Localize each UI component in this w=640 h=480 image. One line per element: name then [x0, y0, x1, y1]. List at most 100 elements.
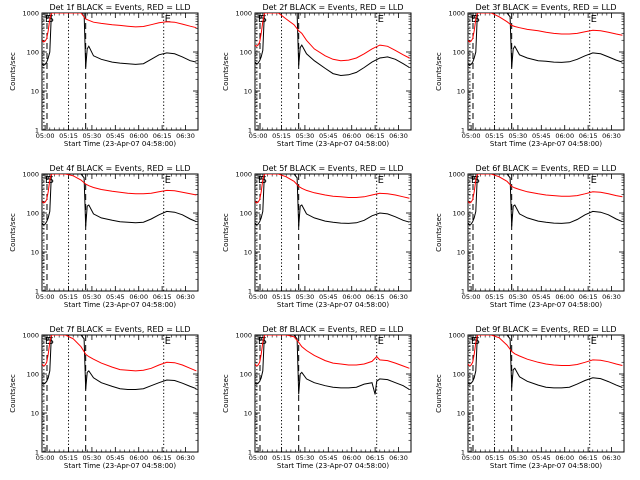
panel-title: Det 8f BLACK = Events, RED = LLD: [262, 325, 403, 334]
y-tick-label: 100: [240, 210, 252, 218]
series-line-events: [468, 335, 623, 389]
marker-label: E: [591, 336, 597, 347]
series-group: [255, 174, 410, 227]
series-line-lld: [468, 335, 623, 367]
x-tick-label: 06:15: [153, 454, 172, 462]
y-tick-label: 10: [31, 88, 39, 96]
x-tick-label: 05:00: [462, 132, 481, 140]
y-tick-label: 1: [35, 449, 39, 457]
x-tick-label: 05:45: [532, 454, 551, 462]
panel-5: Det 5f BLACK = Events, RED = LLD 1 10 100 10…: [222, 164, 412, 309]
x-tick-label: 05:30: [296, 132, 315, 140]
y-tick-label: 100: [240, 371, 252, 379]
x-tick-label: 05:15: [272, 132, 291, 140]
x-tick-label: 05:30: [83, 293, 102, 301]
y-axis-label: Counts/sec: [435, 374, 443, 413]
x-tick-label: 06:00: [555, 293, 574, 301]
x-tick-label: 05:00: [462, 293, 481, 301]
x-tick-label: 05:45: [319, 293, 338, 301]
series-line-events: [255, 174, 410, 227]
x-tick-label: 05:30: [83, 454, 102, 462]
series-line-lld: [468, 174, 623, 204]
marker-label: E: [378, 336, 384, 347]
y-tick-label: 1: [35, 288, 39, 296]
x-axis-label: Start Time (23-Apr-07 04:58:00): [64, 301, 176, 309]
x-tick-label: 06:30: [389, 132, 408, 140]
y-axis-label: Counts/sec: [222, 374, 230, 413]
y-axis-label: Counts/sec: [9, 374, 17, 413]
marker-label: E: [591, 175, 597, 186]
y-axis-label: Counts/sec: [435, 213, 443, 252]
y-axis-label: Counts/sec: [9, 52, 17, 91]
y-axis-label: Counts/sec: [222, 52, 230, 91]
x-tick-label: 05:45: [106, 454, 125, 462]
y-tick-label: 10: [244, 249, 252, 257]
marker-label: E: [165, 14, 171, 25]
x-tick-label: 06:15: [153, 293, 172, 301]
plot-frame: [254, 12, 412, 131]
x-tick-label: 05:00: [462, 454, 481, 462]
panel-title: Det 5f BLACK = Events, RED = LLD: [262, 164, 403, 173]
x-tick-label: 05:45: [532, 132, 551, 140]
series-line-lld: [468, 13, 623, 43]
marker-label: E: [258, 175, 264, 186]
y-tick-label: 1: [461, 449, 465, 457]
marker-label: E: [45, 175, 51, 186]
panel-title: Det 7f BLACK = Events, RED = LLD: [49, 325, 190, 334]
x-axis-label: Start Time (23-Apr-07 04:58:00): [277, 462, 389, 470]
x-tick-label: 05:15: [485, 454, 504, 462]
series-group: [255, 335, 410, 395]
x-tick-label: 05:00: [249, 454, 268, 462]
y-axis-label: Counts/sec: [435, 52, 443, 91]
y-tick-label: 1: [461, 127, 465, 135]
y-tick-label: 100: [27, 371, 39, 379]
x-tick-label: 05:45: [106, 132, 125, 140]
y-tick-label: 10: [244, 410, 252, 418]
x-tick-label: 05:45: [319, 132, 338, 140]
marker-label: E: [378, 14, 384, 25]
series-line-lld: [255, 335, 410, 369]
plot-frame: [467, 334, 625, 453]
series-line-events: [468, 174, 623, 227]
plot-frame: [41, 173, 199, 292]
x-tick-label: 06:00: [129, 293, 148, 301]
x-tick-label: 06:00: [342, 454, 361, 462]
x-axis-label: Start Time (23-Apr-07 04:58:00): [277, 140, 389, 148]
panel-title: Det 6f BLACK = Events, RED = LLD: [475, 164, 616, 173]
panel-title: Det 4f BLACK = Events, RED = LLD: [49, 164, 190, 173]
x-axis-label: Start Time (23-Apr-07 04:58:00): [490, 140, 602, 148]
y-tick-label: 1: [248, 449, 252, 457]
x-tick-label: 05:15: [272, 293, 291, 301]
y-tick-label: 1000: [22, 171, 39, 179]
series-line-events: [42, 335, 197, 390]
series-line-events: [255, 13, 410, 77]
y-tick-label: 1000: [235, 171, 252, 179]
panel-3: Det 3f BLACK = Events, RED = LLD 1 10 100 10…: [435, 3, 625, 148]
series-group: [468, 13, 623, 68]
x-axis-label: Start Time (23-Apr-07 04:58:00): [64, 462, 176, 470]
x-tick-label: 06:15: [579, 132, 598, 140]
x-tick-label: 05:30: [83, 132, 102, 140]
x-tick-label: 06:30: [602, 293, 621, 301]
series-line-events: [255, 335, 410, 395]
x-tick-label: 05:15: [485, 293, 504, 301]
plot-frame: [41, 334, 199, 453]
x-tick-label: 06:00: [129, 454, 148, 462]
y-tick-label: 1000: [22, 10, 39, 18]
x-tick-label: 05:00: [249, 293, 268, 301]
series-group: [42, 13, 197, 68]
series-line-lld: [42, 335, 197, 372]
x-axis-label: Start Time (23-Apr-07 04:58:00): [490, 462, 602, 470]
y-tick-label: 100: [27, 49, 39, 57]
series-group: [42, 335, 197, 390]
x-tick-label: 05:45: [319, 454, 338, 462]
panel-title: Det 2f BLACK = Events, RED = LLD: [262, 3, 403, 12]
x-tick-label: 06:30: [176, 293, 195, 301]
x-tick-label: 05:30: [509, 454, 528, 462]
x-tick-label: 06:00: [555, 454, 574, 462]
x-tick-label: 06:30: [176, 454, 195, 462]
x-tick-label: 05:30: [296, 454, 315, 462]
marker-label: E: [45, 14, 51, 25]
x-tick-label: 05:00: [36, 293, 55, 301]
